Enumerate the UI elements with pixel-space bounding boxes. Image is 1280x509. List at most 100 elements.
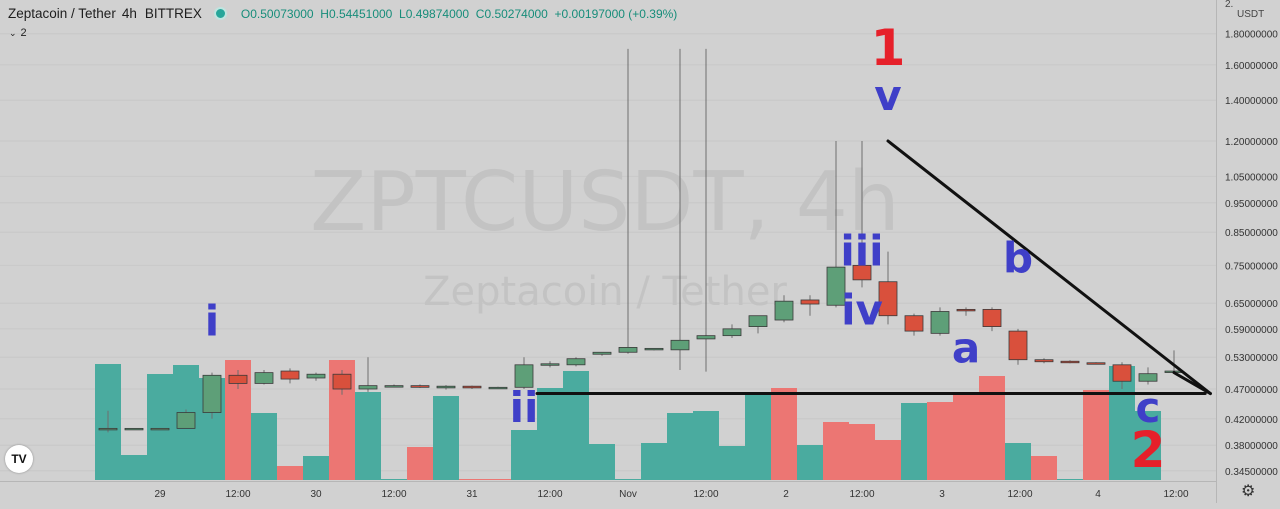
volume-bar: [589, 444, 615, 480]
candle: [826, 141, 846, 308]
volume-bar: [745, 395, 771, 480]
volume-bar: [953, 395, 979, 480]
time-tick-label: 12:00: [849, 489, 874, 500]
time-tick-label: 12:00: [693, 489, 718, 500]
symbol-name[interactable]: Zeptacoin / Tether: [8, 6, 116, 21]
volume-bar: [121, 455, 147, 480]
wave-label: b: [1003, 234, 1033, 283]
chevron-down-icon: ⌄: [9, 27, 17, 38]
candle: [1008, 328, 1028, 365]
candle: [618, 48, 638, 354]
candle: [878, 251, 898, 325]
trendline[interactable]: [886, 139, 1212, 396]
price-tick-label: 1.20000000: [1225, 137, 1278, 148]
candle: [176, 409, 196, 429]
volume-bar: [771, 388, 797, 480]
candle: [514, 357, 534, 389]
candle: [774, 295, 794, 323]
volume-bar: [901, 403, 927, 480]
candle: [98, 410, 118, 433]
volume-bar: [563, 371, 589, 480]
volume-bar: [1031, 456, 1057, 480]
wave-label: c: [1136, 383, 1161, 432]
price-tick-label: 1.80000000: [1225, 30, 1278, 41]
watermark: ZPTCUSDT, 4h Zeptacoin / Tether: [310, 155, 900, 315]
volume-bar: [511, 430, 537, 480]
wave-label: i: [205, 297, 219, 346]
time-tick-label: 30: [310, 489, 322, 500]
candle: [436, 385, 456, 390]
tradingview-logo-icon[interactable]: TV: [5, 445, 33, 473]
time-axis-labels: 29 12:00 30 12:00 31 12:00 Nov 12:00 2 12:00 3 12:0…: [154, 489, 1189, 500]
candle: [488, 386, 508, 390]
candle: [1138, 367, 1158, 385]
candle: [150, 427, 170, 431]
gear-icon[interactable]: ⚙: [1241, 483, 1256, 500]
volume-bar: [1135, 411, 1161, 480]
volume-bar: [667, 413, 693, 480]
watermark-ticker: ZPTCUSDT, 4h: [310, 155, 900, 250]
wave-label: a: [952, 323, 980, 372]
candles: [98, 48, 1184, 433]
time-tick-label: 2: [783, 489, 789, 500]
candle: [670, 48, 690, 370]
price-axis-labels: USDT 2. 1.80000000 1.60000000 1.40000000 1.20…: [1225, 0, 1278, 478]
change-value: +0.00197000 (+0.39%): [554, 6, 678, 21]
indicators-count: 2: [20, 27, 27, 39]
market-status-icon: [213, 7, 227, 20]
candle: [1034, 358, 1054, 364]
price-axis[interactable]: USDT 2. 1.80000000 1.60000000 1.40000000 1.20…: [1216, 0, 1280, 503]
volume-bar: [147, 374, 173, 480]
candle: [722, 324, 742, 338]
wave-label: v: [874, 71, 901, 120]
candle: [410, 384, 430, 388]
candle: [904, 313, 924, 336]
exchange-label: BITTREX: [144, 6, 202, 21]
time-tick-label: 12:00: [1163, 489, 1188, 500]
candle: [592, 351, 612, 356]
candle: [696, 48, 716, 372]
time-axis[interactable]: 29 12:00 30 12:00 31 12:00 Nov 12:00 2 12:00 3 12:0…: [0, 481, 1216, 504]
candle: [228, 369, 248, 389]
volume-bar: [407, 447, 433, 480]
time-tick-label: Nov: [619, 489, 637, 500]
trendline[interactable]: [1172, 371, 1212, 396]
candle: [982, 307, 1002, 332]
price-tick-label: 0.34500000: [1225, 467, 1278, 478]
time-tick-label: 12:00: [225, 489, 250, 500]
candle: [748, 315, 768, 334]
price-tick-label: 1.05000000: [1225, 172, 1278, 183]
chart-header: Zeptacoin / Tether 4h BITTREX O0.5007300…: [8, 6, 677, 21]
price-tick-label: 1.40000000: [1225, 96, 1278, 107]
volume-bar: [433, 396, 459, 480]
volume-bar: [797, 445, 823, 480]
low-value: L0.49874000: [399, 6, 470, 21]
candle: [202, 372, 222, 419]
time-tick-label: 12:00: [381, 489, 406, 500]
trendlines: [535, 139, 1212, 396]
time-tick-label: 4: [1095, 489, 1101, 500]
candle: [280, 368, 300, 384]
candle: [462, 385, 482, 389]
price-tick-label: 0.95000000: [1225, 199, 1278, 210]
time-tick-label: 29: [154, 489, 166, 500]
wave-label: 1: [871, 19, 906, 77]
wave-label: 2: [1131, 421, 1166, 479]
candle: [254, 369, 274, 385]
price-tick-label: 0.75000000: [1225, 261, 1278, 272]
volume-bar: [641, 443, 667, 480]
volume-bar: [927, 402, 953, 480]
price-tick-label: 0.65000000: [1225, 299, 1278, 310]
volume-bar: [823, 422, 849, 480]
volume-bar: [355, 392, 381, 480]
price-tick-label: 0.47000000: [1225, 385, 1278, 396]
candle: [852, 141, 872, 288]
candle: [956, 307, 976, 316]
volume-bar: [1005, 443, 1031, 480]
interval-label[interactable]: 4h: [121, 6, 137, 21]
candle: [1112, 362, 1132, 389]
indicators-toggle[interactable]: ⌄ 2: [9, 27, 27, 39]
candle: [384, 384, 404, 388]
